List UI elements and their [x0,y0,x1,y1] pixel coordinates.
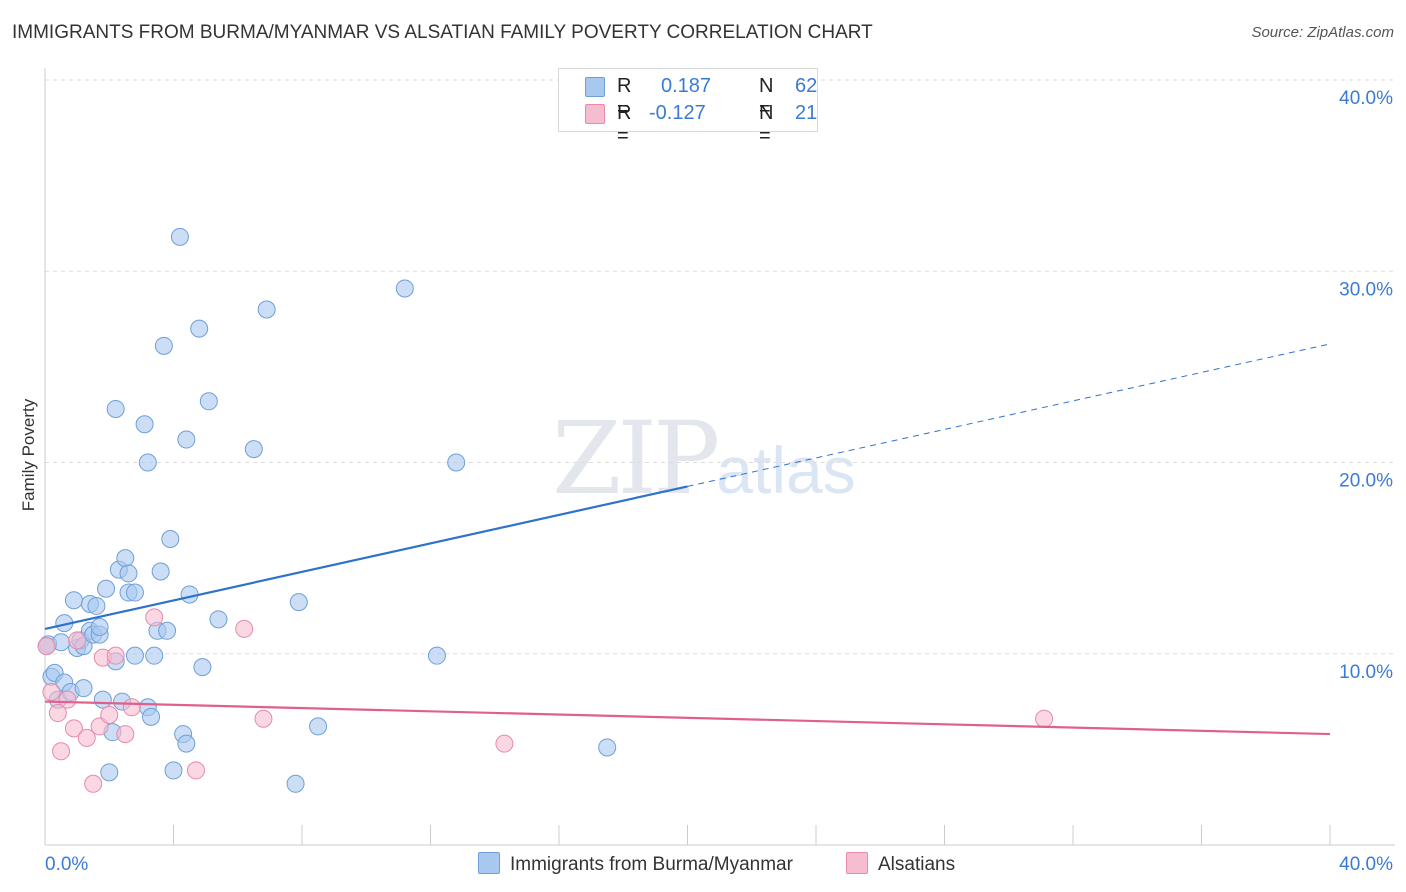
legend-r-label: R = [617,102,632,147]
bottom-legend-label-burma: Immigrants from Burma/Myanmar [510,854,793,875]
legend-swatch-blue [585,77,605,97]
point-burma [87,596,106,615]
point-alsatian [186,761,205,780]
point-alsatian [145,608,164,627]
point-burma [93,690,112,709]
chart-title: IMMIGRANTS FROM BURMA/MYANMAR VS ALSATIA… [12,22,873,43]
point-alsatian [77,728,96,747]
watermark-atlas: atlas [716,433,856,507]
point-burma [177,734,196,753]
point-burma [97,579,116,598]
point-alsatian [64,719,83,738]
y-tick-label: 40.0% [1339,88,1393,109]
point-alsatian [235,619,254,638]
correlation-legend: R = 0.187 N = 62 R = -0.127 N = 21 [558,68,818,147]
point-burma [244,440,263,459]
point-burma [170,227,189,246]
x-tick-label: 40.0% [1339,854,1393,875]
x-tick-label: 0.0% [45,854,88,875]
point-burma [598,738,617,757]
legend-r-value: -0.127 [649,102,706,124]
trend-line-dashed [687,343,1331,487]
point-alsatian [58,690,77,709]
point-alsatian [52,742,71,761]
point-alsatian [42,683,61,701]
point-alsatian [68,631,87,650]
trend-line-solid [44,485,688,630]
data-points [37,227,1054,793]
point-alsatian [106,646,125,665]
source-label: Source: ZipAtlas.com [1251,24,1394,41]
point-burma [209,610,228,629]
point-burma [286,774,305,793]
point-burma [257,300,276,319]
bottom-legend-swatch-blue [478,852,500,874]
legend-n-value: 62 [795,75,818,97]
y-tick-label: 10.0% [1339,662,1393,683]
point-alsatian [84,774,103,793]
point-burma [309,717,328,736]
point-burma [125,583,144,602]
y-axis-label: Family Poverty [19,398,38,511]
point-alsatian [495,734,514,753]
point-burma [116,549,135,568]
point-burma [64,591,83,610]
bottom-legend-burma: Immigrants from Burma/Myanmar [478,852,793,876]
legend-r-label: R = [617,75,632,120]
axes [44,68,1395,846]
point-burma [447,453,466,472]
point-burma [135,415,154,434]
point-burma [138,453,157,472]
legend-n-label: N = [759,75,774,120]
point-burma [90,617,109,636]
point-alsatian [48,704,67,723]
point-alsatian [254,709,273,728]
point-burma [142,707,161,726]
point-alsatian [1035,709,1054,728]
point-burma [193,658,212,677]
point-burma [190,319,209,338]
point-alsatian [100,705,119,724]
legend-r-value: 0.187 [661,75,712,97]
grid-lines [45,79,1395,655]
point-burma [161,530,180,548]
bottom-legend-swatch-pink [846,852,868,874]
point-burma [154,336,173,355]
legend-n-value: 21 [795,102,818,124]
point-burma [100,763,119,782]
bottom-legend-label-alsatians: Alsatians [878,854,956,875]
point-alsatian [37,637,56,656]
legend-n-label: N = [759,102,774,147]
legend-swatch-pink [585,104,605,124]
bottom-legend-alsatians: Alsatians [846,852,955,876]
point-alsatian [116,725,135,744]
point-burma [395,279,414,298]
point-alsatian [90,717,109,736]
point-burma [177,430,196,449]
point-alsatian [122,698,141,717]
point-burma [289,593,308,612]
point-burma [158,621,177,640]
trend-lines [44,343,1331,736]
point-burma [74,679,93,698]
y-tick-label: 30.0% [1339,279,1393,300]
point-burma [119,564,138,583]
point-burma [145,646,164,665]
point-burma [164,761,183,780]
trend-line-solid [44,700,1331,736]
point-burma [199,392,218,411]
y-tick-label: 20.0% [1339,471,1393,492]
point-burma [427,646,446,665]
tick-labels: 10.0% 20.0% 30.0% 40.0% 0.0% 40.0% [45,88,1393,875]
point-burma [106,399,125,418]
point-burma [151,562,170,581]
point-burma [125,646,144,665]
